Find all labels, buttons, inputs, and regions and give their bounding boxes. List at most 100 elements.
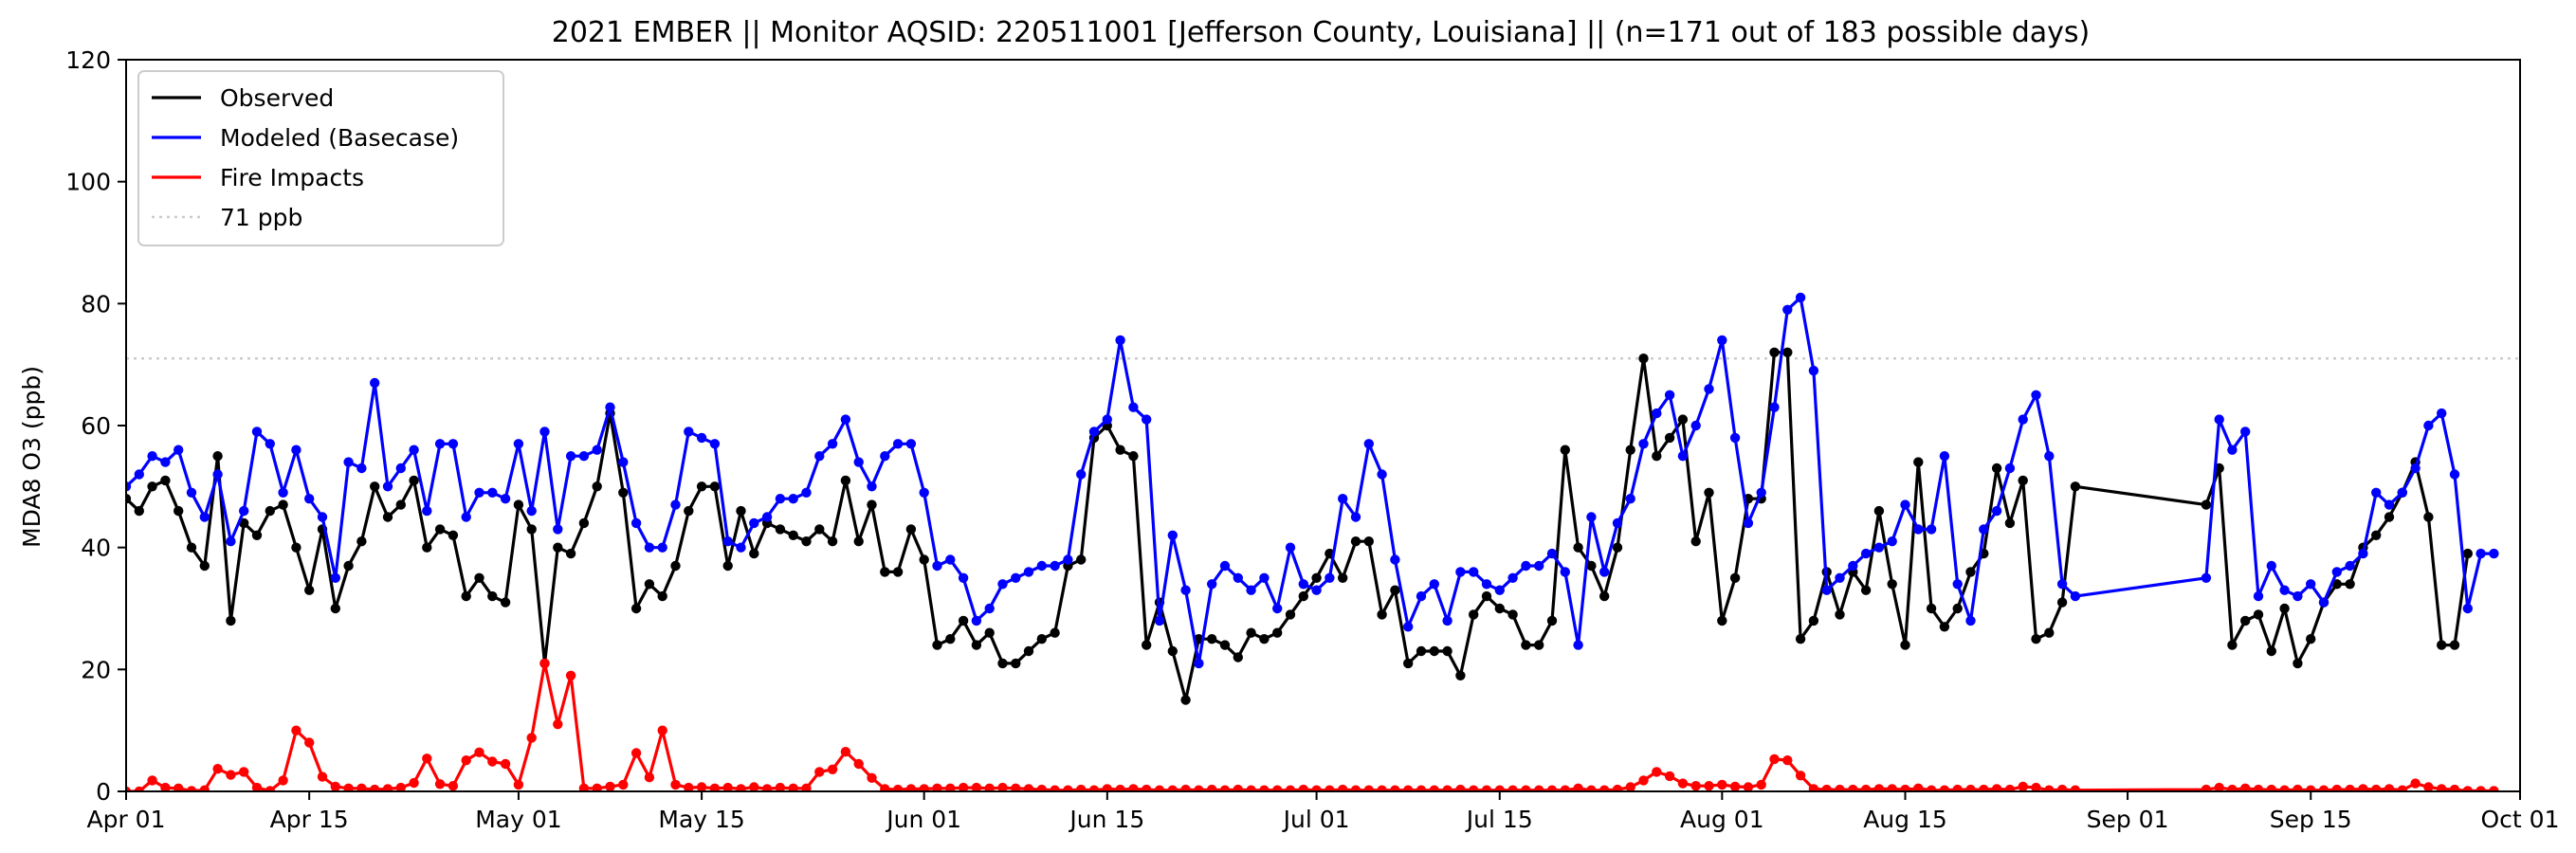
modeled-basecase-point [2437, 408, 2447, 419]
observed-point [1338, 572, 1348, 583]
observed-point [1612, 542, 1623, 553]
fire-impacts-point [761, 784, 773, 791]
observed-point [1887, 579, 1897, 590]
x-tick-label: Jul 15 [1465, 806, 1533, 833]
observed-point [2279, 603, 2290, 614]
x-axis-ticks: Apr 01 Apr 15 May 01 May 15 Jun 01 Jun 15 Jul … [86, 791, 2559, 833]
fire-impacts-point [1848, 784, 1858, 791]
fire-impacts-point [265, 786, 275, 791]
fire-impacts-point [1128, 784, 1139, 791]
fire-impacts-point [840, 747, 851, 757]
modeled-basecase-point [226, 536, 236, 547]
fire-impacts-point [147, 775, 157, 786]
fire-impacts-point [1573, 783, 1583, 791]
observed-point [1991, 463, 2002, 474]
fire-impacts-point [1481, 785, 1492, 791]
fire-impacts-point [1142, 784, 1152, 791]
modeled-basecase-point [1664, 390, 1675, 400]
fire-impacts-point [1023, 784, 1034, 791]
x-tick-label: Sep 15 [2270, 806, 2352, 833]
fire-impacts-point [1298, 784, 1308, 791]
observed-point [409, 475, 419, 486]
modeled-basecase-point [212, 469, 223, 480]
modeled-basecase-point [1939, 451, 1950, 462]
fire-impacts-point [1246, 785, 1256, 791]
modeled-basecase-point [382, 481, 393, 492]
observed-point [1142, 640, 1152, 650]
x-tick-label: Oct 01 [2481, 806, 2560, 833]
observed-point [1207, 634, 1217, 644]
observed-point [1769, 347, 1780, 357]
modeled-basecase-point [1704, 384, 1714, 394]
x-tick-label: Sep 01 [2087, 806, 2169, 833]
y-tick-label: 60 [81, 412, 111, 440]
observed-point [1873, 505, 1885, 517]
modeled-basecase-point [370, 377, 380, 389]
modeled-basecase-point [1246, 585, 1256, 595]
fire-impacts-point [304, 737, 315, 748]
observed-point [1664, 432, 1675, 444]
modeled-basecase-point [1625, 494, 1635, 504]
fire-impacts-point [317, 771, 328, 782]
modeled-basecase-point [134, 469, 144, 480]
modeled-basecase-point [2318, 597, 2329, 608]
modeled-basecase-point [304, 494, 315, 504]
observed-point [565, 548, 576, 559]
observed-point [1469, 609, 1479, 620]
fire-impacts-point [578, 783, 590, 791]
observed-point [1939, 622, 1950, 632]
observed-point [2462, 548, 2473, 559]
observed-point [1690, 536, 1701, 547]
fire-impacts-point [1259, 785, 1270, 791]
fire-impacts-point [1769, 753, 1780, 765]
modeled-basecase-point [827, 439, 838, 449]
fire-impacts-point [409, 777, 419, 789]
fire-impacts-point [2031, 782, 2041, 791]
observed-point [526, 524, 537, 535]
modeled-basecase-point [814, 451, 825, 462]
legend-label-observed: Observed [220, 84, 334, 112]
fire-impacts-point [2279, 785, 2290, 791]
observed-point [1599, 590, 1610, 602]
fire-impacts-point [1546, 785, 1558, 791]
fire-impacts-point [1939, 785, 1950, 791]
modeled-basecase-point [1442, 615, 1452, 626]
observed-point [1717, 615, 1727, 626]
observed-point [1180, 695, 1191, 705]
fire-impacts-point [1821, 784, 1832, 791]
modeled-basecase-point [736, 542, 746, 553]
observed-point [2240, 615, 2251, 626]
modeled-basecase-point [1717, 335, 1727, 346]
modeled-basecase-point [1233, 572, 1244, 583]
legend-label-71-ppb: 71 ppb [220, 204, 302, 231]
fire-impacts-point [2240, 783, 2251, 791]
fire-impacts-point [1652, 767, 1662, 777]
observed-point [880, 567, 890, 577]
legend-label-fire-impacts: Fire Impacts [220, 164, 364, 191]
observed-point [722, 560, 733, 572]
modeled-basecase-point [618, 457, 629, 467]
modeled-basecase-point [644, 542, 655, 553]
modeled-basecase-point [2018, 414, 2028, 425]
modeled-basecase-point [2227, 445, 2238, 455]
observed-point [343, 560, 354, 572]
modeled-basecase-point [1338, 494, 1348, 504]
fire-impacts-point [984, 783, 995, 791]
fire-impacts-point [1233, 784, 1243, 791]
modeled-basecase-point [1142, 414, 1152, 425]
modeled-basecase-point [553, 524, 563, 535]
fire-impacts-point [958, 782, 969, 791]
fire-impacts-point [2214, 782, 2224, 791]
observed-point [2266, 645, 2276, 657]
fire-impacts-point [487, 756, 498, 767]
observed-point [696, 481, 707, 492]
observed-point [2044, 627, 2055, 638]
fire-impacts-point [2476, 786, 2486, 791]
observed-point [644, 579, 655, 590]
observed-point [1298, 590, 1309, 602]
fire-impacts-point [2489, 786, 2499, 791]
modeled-basecase-point [1416, 590, 1427, 602]
fire-impacts-point [736, 784, 746, 791]
fire-impacts-point [343, 783, 354, 791]
fire-impacts-point [1991, 784, 2002, 791]
